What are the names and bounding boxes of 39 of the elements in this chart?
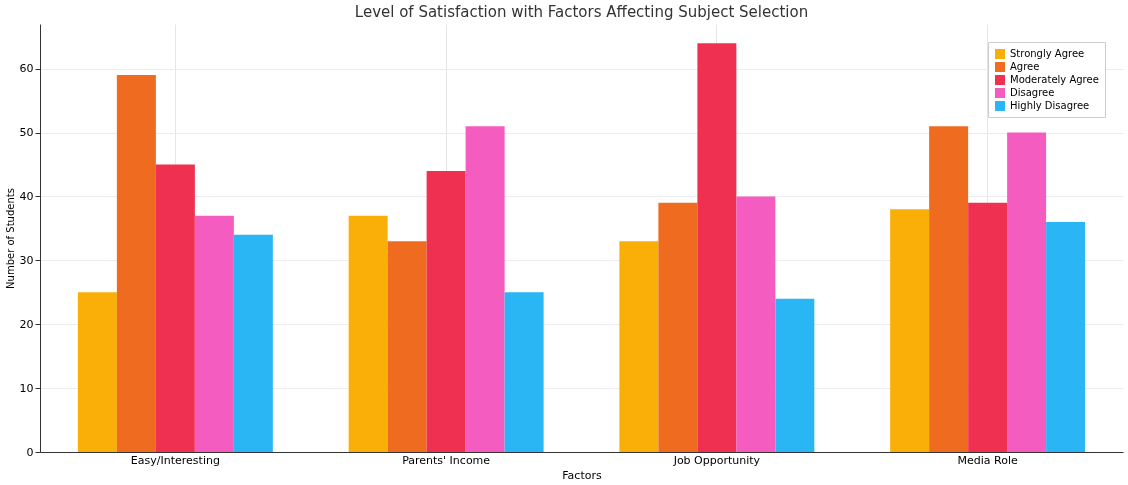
x-axis-title: Factors bbox=[562, 468, 602, 482]
y-tick-label: 10 bbox=[19, 381, 34, 395]
bar bbox=[1007, 132, 1047, 452]
x-tick-label: Easy/Interesting bbox=[130, 453, 220, 467]
bar bbox=[504, 292, 544, 452]
bar bbox=[426, 170, 466, 452]
y-tick-label: 20 bbox=[19, 317, 34, 331]
bar bbox=[697, 43, 737, 452]
bar bbox=[1046, 222, 1086, 452]
legend-label: Highly Disagree bbox=[1010, 100, 1090, 111]
bar bbox=[968, 202, 1008, 452]
bar bbox=[348, 215, 388, 452]
bar bbox=[77, 292, 117, 452]
chart-title: Level of Satisfaction with Factors Affecting Subject Selection bbox=[354, 3, 809, 21]
bar bbox=[233, 234, 273, 452]
legend-label: Strongly Agree bbox=[1010, 48, 1085, 59]
legend-label: Agree bbox=[1010, 61, 1040, 72]
bar bbox=[736, 196, 776, 452]
y-tick-label: 30 bbox=[19, 253, 34, 267]
x-tick-label: Job Opportunity bbox=[672, 453, 761, 467]
y-axis-title: Number of Students bbox=[4, 188, 16, 289]
x-tick-label: Media Role bbox=[957, 453, 1018, 467]
bar bbox=[658, 202, 698, 452]
y-tick-label: 50 bbox=[19, 126, 34, 140]
bar bbox=[929, 126, 969, 452]
bar bbox=[890, 209, 930, 452]
bar bbox=[155, 164, 195, 452]
bar bbox=[775, 298, 815, 452]
x-tick-label: Parents' Income bbox=[402, 453, 491, 467]
y-tick-label: 0 bbox=[26, 445, 34, 459]
bar bbox=[194, 215, 234, 452]
legend-label: Moderately Agree bbox=[1010, 74, 1099, 85]
legend-label: Disagree bbox=[1010, 87, 1055, 98]
bar bbox=[465, 126, 505, 452]
bar bbox=[116, 75, 156, 452]
bar bbox=[619, 241, 659, 452]
y-tick-label: 40 bbox=[19, 189, 34, 203]
y-tick-label: 60 bbox=[19, 62, 34, 76]
bar bbox=[387, 241, 427, 452]
